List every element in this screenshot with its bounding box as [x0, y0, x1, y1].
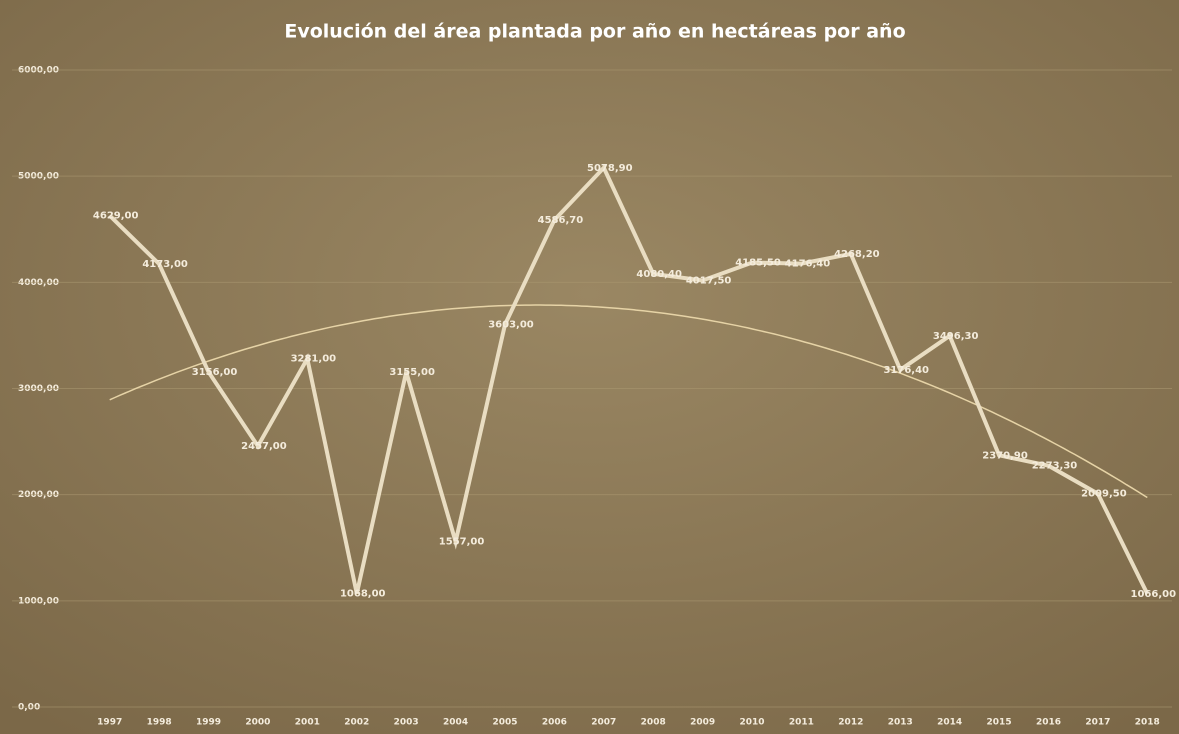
data-label: 2009,50 — [1081, 489, 1127, 500]
data-label: 4586,70 — [538, 215, 584, 226]
x-tick-label: 2016 — [1036, 718, 1061, 728]
x-tick-label: 2010 — [739, 718, 764, 728]
x-tick-label: 2015 — [987, 718, 1012, 728]
data-label: 3155,00 — [389, 367, 435, 378]
x-tick-label: 2017 — [1085, 718, 1110, 728]
data-label: 2273,30 — [1032, 461, 1078, 472]
data-label: 2370,90 — [982, 450, 1028, 461]
x-tick-label: 1999 — [196, 718, 221, 728]
data-label: 1066,00 — [1131, 589, 1177, 600]
data-label: 4629,00 — [93, 211, 139, 222]
x-tick-label: 2018 — [1135, 718, 1160, 728]
x-tick-label: 2012 — [838, 718, 863, 728]
x-tick-label: 2002 — [344, 718, 369, 728]
data-label: 2457,00 — [241, 441, 287, 452]
x-tick-label: 1997 — [97, 718, 122, 728]
x-tick-label: 2011 — [789, 718, 814, 728]
data-label: 4176,40 — [785, 259, 831, 270]
data-line — [108, 164, 1150, 595]
chart-title: Evolución del área plantada por año en h… — [284, 21, 905, 43]
data-label: 5078,90 — [587, 163, 633, 174]
data-label: 1068,00 — [340, 589, 386, 600]
trend-line — [109, 304, 1148, 499]
x-tick-label: 2004 — [443, 718, 468, 728]
x-tick-label: 2009 — [690, 718, 715, 728]
data-label: 4268,20 — [834, 249, 880, 260]
x-tick-label: 2013 — [888, 718, 913, 728]
x-tick-label: 2014 — [937, 718, 962, 728]
data-label: 1557,00 — [439, 537, 485, 548]
x-tick-label: 2007 — [591, 718, 616, 728]
data-label: 4185,50 — [735, 258, 781, 269]
x-tick-label: 2008 — [641, 718, 666, 728]
x-tick-label: 2006 — [542, 718, 567, 728]
data-label: 4017,50 — [686, 275, 732, 286]
data-label: 3176,40 — [883, 365, 929, 376]
data-label: 3281,00 — [291, 354, 337, 365]
data-label: 3156,00 — [192, 367, 238, 378]
data-label: 4173,00 — [142, 259, 188, 270]
data-label: 3603,00 — [488, 319, 534, 330]
x-tick-label: 2000 — [245, 718, 270, 728]
x-tick-label: 1998 — [147, 718, 172, 728]
x-tick-label: 2001 — [295, 718, 320, 728]
x-tick-label: 2003 — [394, 718, 419, 728]
x-tick-label: 2005 — [492, 718, 517, 728]
data-label: 3496,30 — [933, 331, 979, 342]
data-label: 4080,40 — [636, 269, 682, 280]
